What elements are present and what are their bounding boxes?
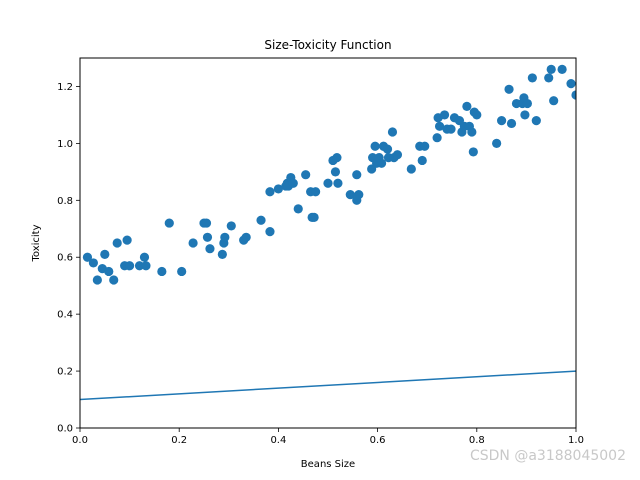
scatter-point (435, 121, 445, 131)
scatter-point (566, 79, 576, 89)
scatter-point (546, 64, 556, 74)
scatter-point (217, 249, 227, 259)
x-tick-label: 0.0 (72, 435, 88, 446)
scatter-point (288, 178, 298, 188)
scatter-point (439, 110, 450, 120)
scatter-point (522, 98, 532, 109)
scatter-point (387, 127, 398, 137)
scatter-point (205, 244, 215, 254)
scatter-point (462, 101, 472, 111)
scatter-point (468, 147, 478, 157)
scatter-point (141, 261, 151, 271)
scatter-point (311, 187, 321, 197)
scatter-point (420, 141, 430, 151)
scatter-point (330, 167, 341, 177)
scatter-point (157, 266, 167, 277)
y-tick-label: 1.2 (57, 82, 73, 93)
scatter-point (125, 261, 135, 271)
x-tick-label: 0.4 (270, 435, 286, 446)
y-tick-label: 1.0 (57, 139, 73, 150)
plot-frame (79, 57, 577, 429)
scatter-point (520, 110, 530, 120)
scatter-point (531, 116, 541, 126)
y-tick-label: 0.8 (57, 196, 73, 207)
scatter-point (432, 133, 442, 143)
scatter-point (354, 190, 364, 200)
scatter-point (265, 227, 275, 237)
scatter-point (100, 249, 110, 259)
axis-ticks: 0.0 0.2 0.4 0.6 0.8 1.0 0.0 0.2 0.4 0.6 0.8 1.0 1.2 (57, 82, 584, 446)
scatter-point (201, 218, 212, 228)
scatter-point (104, 266, 114, 277)
scatter-point (88, 258, 98, 268)
x-tick-label: 0.6 (370, 435, 386, 446)
scatter-point (497, 116, 507, 126)
scatter-point (177, 266, 187, 277)
scatter-point (382, 144, 393, 154)
scatter-point (417, 155, 427, 166)
scatter-point (406, 164, 416, 174)
scatter-point (256, 215, 266, 225)
scatter-point (188, 238, 198, 248)
scatter-point (293, 204, 303, 214)
scatter-point (265, 187, 275, 197)
watermark-text: CSDN @a3188045002 (469, 448, 626, 464)
model-line (79, 370, 577, 401)
scatter-point (202, 232, 213, 242)
scatter-point (492, 138, 502, 148)
scatter-point (82, 252, 93, 262)
scatter-point (323, 178, 333, 188)
scatter-point (376, 158, 387, 168)
scatter-point (92, 275, 102, 285)
y-tick-label: 0.6 (57, 253, 73, 264)
x-tick-label: 1.0 (568, 435, 584, 446)
scatter-point (446, 124, 456, 134)
scatter-point (549, 96, 559, 106)
plot-marks (79, 64, 577, 401)
scatter-point (273, 184, 283, 194)
scatter-point (226, 221, 236, 231)
scatter-point (506, 118, 517, 129)
scatter-point (109, 275, 119, 285)
x-tick-label: 0.2 (171, 435, 187, 446)
scatter-point (544, 73, 554, 83)
scatter-point (370, 141, 380, 151)
y-axis-label: Toxicity (31, 224, 42, 262)
scatter-point (164, 218, 174, 228)
scatter-point (241, 232, 251, 242)
scatter-point (220, 232, 230, 242)
scatter-point (332, 153, 342, 163)
chart-title: Size-Toxicity Function (264, 38, 391, 52)
scatter-point (557, 64, 567, 74)
scatter-point (309, 212, 319, 222)
scatter-point (467, 127, 477, 137)
scatter-point (333, 178, 343, 188)
scatter-point (571, 90, 576, 100)
scatter-point (392, 150, 403, 160)
y-tick-label: 0.4 (57, 310, 73, 321)
y-tick-label: 0.2 (57, 367, 73, 378)
x-axis-label: Beans Size (301, 459, 355, 470)
scatter-point (139, 252, 150, 262)
scatter-point (472, 110, 482, 120)
y-tick-label: 0.0 (57, 424, 73, 435)
scatter-point (352, 170, 362, 180)
scatter-point (504, 84, 514, 94)
scatter-point (134, 261, 145, 271)
scatter-point (112, 238, 122, 248)
x-tick-label: 0.8 (469, 435, 485, 446)
scatter-point (301, 170, 311, 180)
scatter-point (345, 190, 355, 200)
scatter-point (527, 73, 537, 83)
scatter-point (122, 235, 132, 245)
